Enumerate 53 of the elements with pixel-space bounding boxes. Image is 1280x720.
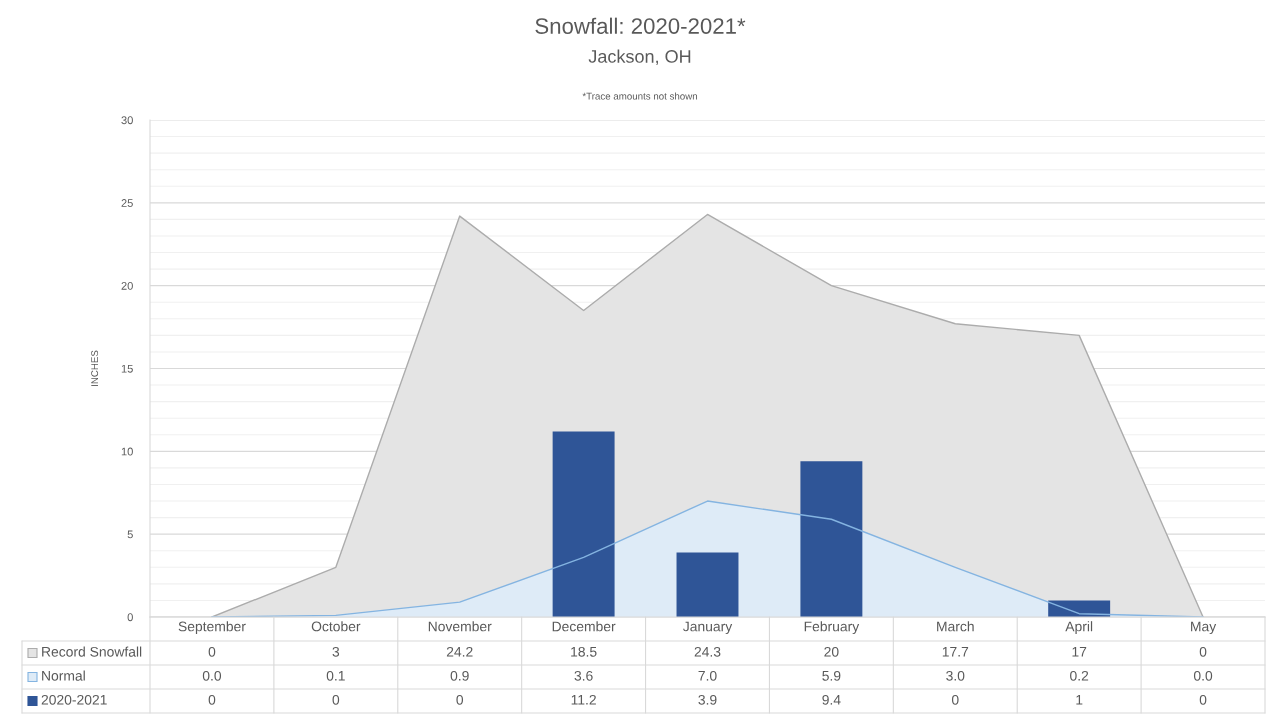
data-label: 0.2 bbox=[1070, 670, 1089, 681]
data-label: 9.4 bbox=[822, 694, 841, 705]
data-label: 24.3 bbox=[694, 646, 721, 657]
data-label: 11.2 bbox=[571, 694, 596, 705]
x-tick-label: September bbox=[178, 621, 246, 635]
data-label: 0 bbox=[1199, 694, 1207, 705]
chart-title: Snowfall: 2020-2021* bbox=[535, 17, 746, 34]
bar bbox=[552, 431, 615, 617]
x-tick-label: November bbox=[428, 621, 492, 632]
data-label: 3.6 bbox=[574, 670, 593, 681]
data-label: 17.7 bbox=[942, 647, 969, 657]
x-tick-label: May bbox=[1191, 621, 1217, 635]
y-tick-label: 5 bbox=[127, 530, 133, 539]
data-label: 17 bbox=[1072, 647, 1087, 657]
y-tick-label: 10 bbox=[121, 447, 133, 456]
bar bbox=[676, 552, 739, 617]
data-label: 0 bbox=[208, 694, 216, 705]
data-label: 0.0 bbox=[1193, 670, 1213, 681]
data-label: 0 bbox=[951, 694, 959, 705]
data-label: 18.5 bbox=[571, 646, 597, 657]
data-label: 0.1 bbox=[326, 670, 345, 681]
data-label: 0.0 bbox=[202, 670, 222, 681]
legend-label: Normal bbox=[42, 670, 85, 681]
data-label: 24.2 bbox=[446, 646, 473, 657]
x-tick-label: October bbox=[311, 621, 361, 632]
text: *Trace amounts not shown bbox=[582, 92, 698, 100]
x-tick-label: April bbox=[1065, 621, 1093, 635]
y-tick-label: 25 bbox=[121, 199, 133, 207]
x-tick-label: February bbox=[804, 621, 860, 635]
legend-label: 2020-2021 bbox=[41, 694, 107, 705]
bar bbox=[800, 461, 863, 617]
y-tick-label: 30 bbox=[121, 116, 133, 125]
data-label: 1 bbox=[1076, 695, 1083, 705]
data-label: 7.0 bbox=[698, 670, 717, 681]
data-label: 0 bbox=[332, 694, 340, 705]
y-tick-label: 0 bbox=[127, 613, 133, 622]
x-tick-label: January bbox=[683, 621, 733, 635]
x-tick-label: December bbox=[552, 621, 616, 632]
data-label: 0.9 bbox=[450, 670, 469, 681]
y-axis-title: INCHES bbox=[91, 350, 99, 386]
chart-subtitle: Jackson, OH bbox=[588, 49, 691, 65]
data-label: 0 bbox=[1199, 646, 1207, 657]
data-label: 3.9 bbox=[698, 694, 717, 705]
x-tick-label: March bbox=[937, 621, 974, 632]
legend-label: Record Snowfall bbox=[42, 646, 142, 657]
data-label: 5.9 bbox=[822, 670, 841, 681]
y-tick-label: 15 bbox=[121, 364, 133, 373]
data-label: 0 bbox=[208, 646, 216, 657]
y-tick-label: 20 bbox=[121, 281, 133, 290]
data-label: 20 bbox=[824, 646, 839, 657]
data-label: 3.0 bbox=[946, 670, 965, 681]
data-label: 3 bbox=[332, 646, 340, 657]
data-label: 0 bbox=[456, 694, 464, 705]
